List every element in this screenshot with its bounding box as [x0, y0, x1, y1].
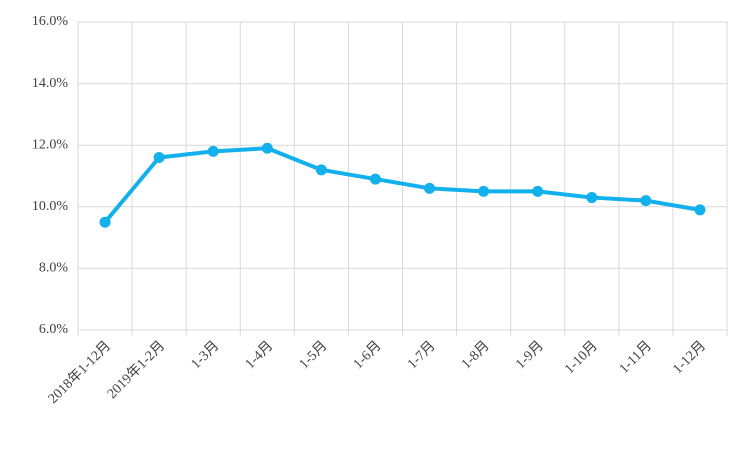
y-tick-label: 16.0%	[32, 14, 69, 29]
x-tick-label: 1-8月	[458, 338, 492, 372]
point	[586, 192, 598, 204]
x-tick-label: 1-9月	[512, 338, 546, 372]
point	[207, 145, 219, 157]
x-tick-label: 1-12月	[670, 338, 709, 377]
point	[532, 185, 544, 197]
point	[99, 216, 111, 228]
x-tick-label: 1-10月	[562, 338, 601, 377]
point	[369, 173, 381, 185]
y-tick-label: 12.0%	[32, 137, 69, 152]
y-tick-label: 6.0%	[39, 322, 69, 337]
point	[153, 152, 165, 164]
x-tick-label: 1-6月	[350, 338, 384, 372]
y-tick-label: 8.0%	[39, 261, 69, 276]
point	[315, 164, 327, 176]
point	[640, 195, 652, 207]
x-tick-label: 2019年1-2月	[104, 338, 168, 402]
x-tick-label: 1-5月	[296, 338, 330, 372]
point	[694, 204, 706, 216]
y-tick-label: 14.0%	[32, 76, 69, 91]
point	[478, 185, 490, 197]
x-tick-label: 1-3月	[188, 338, 222, 372]
x-tick-label: 1-7月	[404, 338, 438, 372]
point	[424, 182, 436, 194]
point	[261, 142, 273, 154]
x-tick-label: 1-11月	[616, 338, 655, 377]
line	[103, 146, 701, 224]
x-tick-label: 2018年1-12月	[45, 338, 114, 407]
x-tick-label: 1-4月	[242, 338, 276, 372]
y-tick-label: 10.0%	[32, 199, 69, 214]
